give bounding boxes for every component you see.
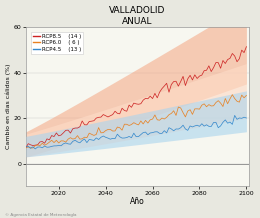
Title: VALLADOLID
ANUAL: VALLADOLID ANUAL [109, 5, 166, 26]
Y-axis label: Cambio en dias cálidos (%): Cambio en dias cálidos (%) [5, 64, 11, 150]
X-axis label: Año: Año [130, 197, 145, 206]
Legend: RCP8.5    (14 ), RCP6.0    ( 6 ), RCP4.5    (13 ): RCP8.5 (14 ), RCP6.0 ( 6 ), RCP4.5 (13 ) [31, 32, 83, 54]
Text: © Agencia Estatal de Meteorología: © Agencia Estatal de Meteorología [5, 213, 77, 217]
